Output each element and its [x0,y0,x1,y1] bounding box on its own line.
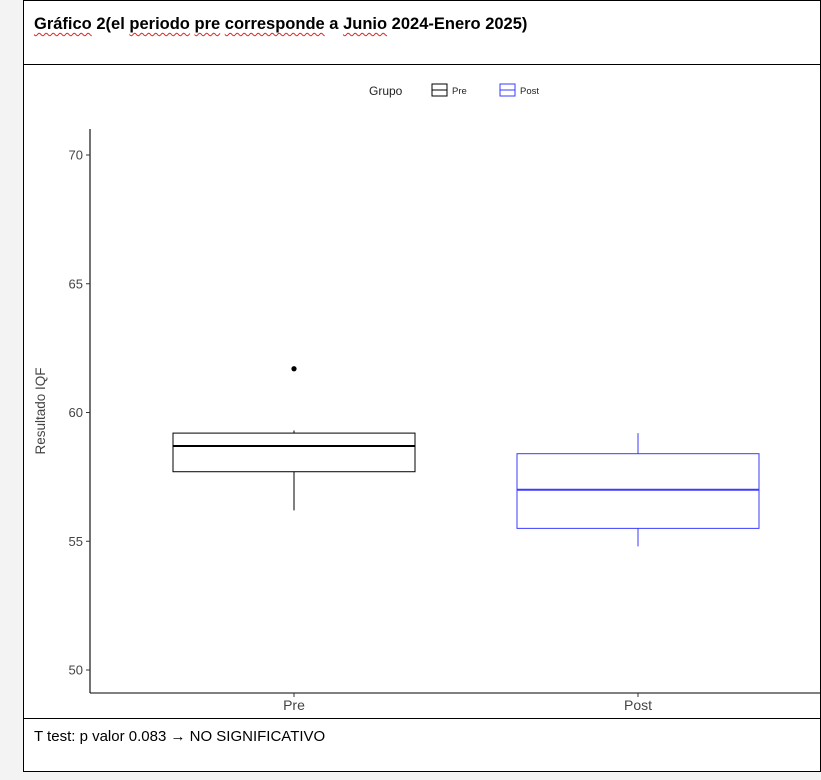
y-tick-label: 60 [69,405,83,420]
caption-cell: Gráfico 2(el periodo pre corresponde a J… [24,1,820,65]
caption-text-segment: a [324,15,344,33]
y-tick-label: 50 [69,663,83,678]
caption-misspelled-word: pre [194,15,221,33]
x-tick-label: Post [624,697,652,713]
chart-boxes [172,366,760,547]
legend-entry-label: Post [520,86,539,97]
y-tick-label: 65 [69,276,83,291]
caption-text-segment: 2(el [91,15,130,33]
caption-misspelled-word: Junio [343,15,388,33]
y-axis-label: Resultado IQF [33,367,48,454]
legend-title: Grupo [369,84,403,98]
y-tick-label: 55 [69,534,83,549]
chart-axes: 50 55 60 65 70 Pre Post [69,129,820,713]
box-iqr [172,432,416,473]
footer-cell: T test: p valor 0.083 → NO SIGNIFICATIVO [24,718,820,773]
caption-misspelled-word: Gráfico [34,15,92,33]
x-tick-label: Pre [283,697,305,713]
y-tick-label: 70 [69,148,83,163]
chart-caption: Gráfico 2(el periodo pre corresponde a J… [34,15,527,34]
t-test-result: T test: p valor 0.083 → NO SIGNIFICATIVO [34,728,326,745]
caption-misspelled-word: corresponde [224,15,325,33]
box-iqr [516,453,760,529]
chart-legend: Grupo Pre Post [369,83,539,98]
caption-misspelled-word: periodo [129,15,190,33]
box-plot-chart: 50 55 60 65 70 Pre Post Grupo Pre Post Resultado… [33,83,820,713]
caption-text-segment: 2024-Enero 2025) [387,15,528,33]
outlier-point [291,366,297,372]
legend-entry-label: Pre [452,86,467,97]
document-table: Gráfico 2(el periodo pre corresponde a J… [23,0,821,772]
